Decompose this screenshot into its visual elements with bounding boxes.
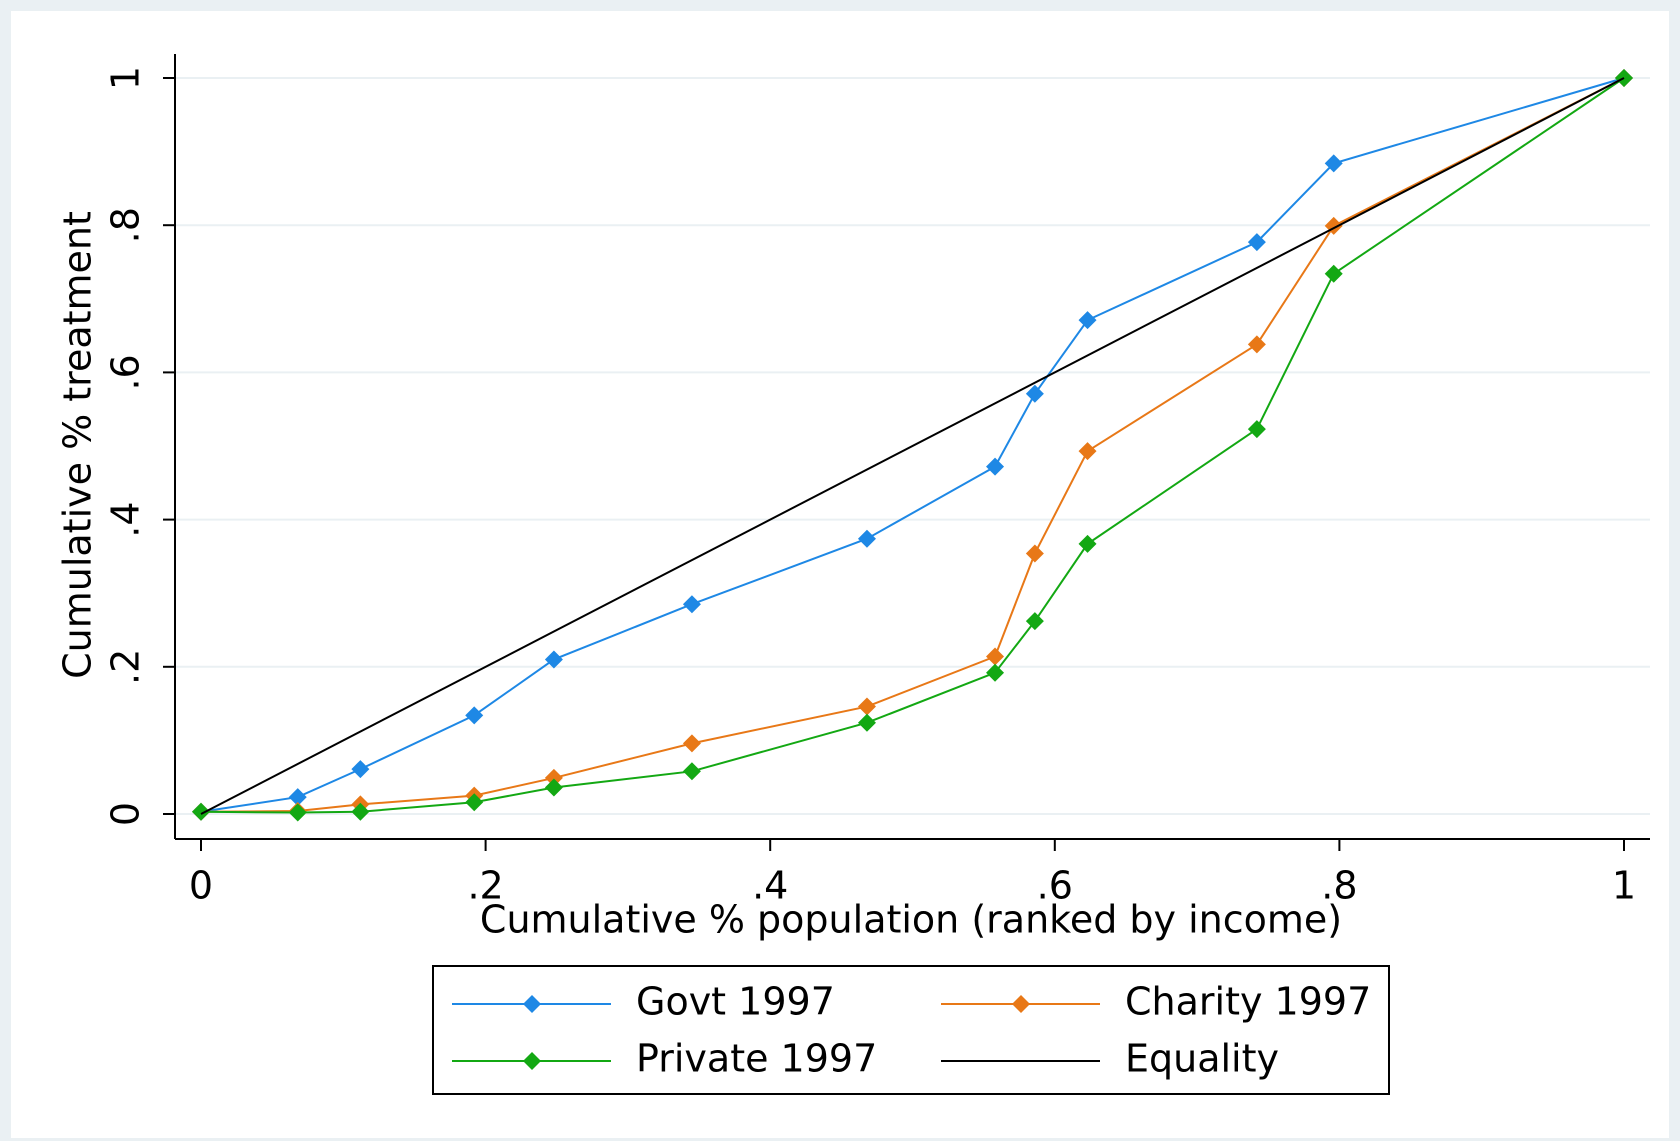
data-point xyxy=(682,595,701,614)
legend-label: Private 1997 xyxy=(636,1037,877,1081)
data-point xyxy=(465,706,484,725)
data-point xyxy=(544,768,563,787)
data-point xyxy=(192,802,210,821)
data-point xyxy=(351,802,370,821)
x-tick-label: 1 xyxy=(1612,864,1636,908)
series-line xyxy=(200,77,1625,815)
data-point xyxy=(544,778,563,797)
legend-box xyxy=(432,965,1390,1095)
y-tick-label: .6 xyxy=(104,354,148,390)
data-point xyxy=(544,650,563,669)
legend-label: Equality xyxy=(1125,1037,1279,1081)
data-point xyxy=(288,803,307,822)
y-tick-label: .8 xyxy=(104,207,148,243)
data-point xyxy=(351,760,370,779)
data-point xyxy=(682,734,701,753)
data-point xyxy=(1025,544,1044,563)
data-point xyxy=(1078,442,1097,461)
y-tick-label: .4 xyxy=(104,501,148,537)
legend-marker xyxy=(523,1052,541,1070)
data-point xyxy=(1025,384,1044,403)
data-point xyxy=(1324,264,1343,283)
data-point xyxy=(857,697,876,716)
data-point xyxy=(857,713,876,732)
data-point xyxy=(1324,154,1343,173)
legend-label: Charity 1997 xyxy=(1125,980,1371,1024)
x-tick-label: .8 xyxy=(1321,864,1357,908)
data-point xyxy=(1247,420,1266,439)
y-tick-label: 0 xyxy=(104,802,148,826)
data-point xyxy=(986,647,1005,666)
data-point xyxy=(1247,335,1266,354)
graph-region xyxy=(11,11,1669,1138)
legend-marker xyxy=(1012,995,1030,1013)
legend-label: Govt 1997 xyxy=(636,980,835,1024)
x-tick-label: .6 xyxy=(1037,864,1073,908)
y-tick-label: .2 xyxy=(104,649,148,685)
data-point xyxy=(1025,612,1044,631)
x-tick-label: 0 xyxy=(189,864,213,908)
y-axis-title: Cumulative % treatment xyxy=(56,211,100,679)
data-point xyxy=(986,457,1005,476)
data-point xyxy=(1078,534,1097,553)
data-point xyxy=(857,529,876,548)
x-tick-label: .4 xyxy=(752,864,788,908)
data-point xyxy=(986,663,1005,682)
data-point xyxy=(682,762,701,781)
legend-marker xyxy=(523,995,541,1013)
data-point xyxy=(288,788,307,807)
data-point xyxy=(465,793,484,812)
x-tick-label: .2 xyxy=(467,864,503,908)
data-point xyxy=(1247,233,1266,252)
data-point xyxy=(1078,311,1097,330)
y-tick-label: 1 xyxy=(104,66,148,90)
x-axis-title: Cumulative % population (ranked by incom… xyxy=(480,898,1342,942)
